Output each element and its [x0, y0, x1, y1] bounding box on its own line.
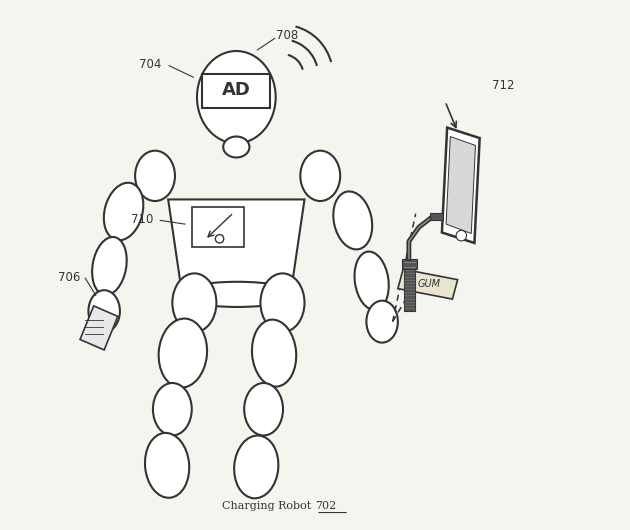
- Polygon shape: [446, 137, 476, 234]
- Ellipse shape: [88, 290, 120, 332]
- Ellipse shape: [92, 237, 127, 295]
- Ellipse shape: [355, 252, 389, 310]
- Ellipse shape: [244, 383, 283, 436]
- Ellipse shape: [104, 183, 144, 240]
- Ellipse shape: [153, 383, 192, 436]
- Ellipse shape: [223, 137, 249, 157]
- Circle shape: [215, 235, 224, 243]
- Text: 708: 708: [276, 29, 298, 42]
- Polygon shape: [168, 199, 304, 289]
- Polygon shape: [398, 269, 457, 299]
- Ellipse shape: [333, 191, 372, 250]
- Ellipse shape: [173, 273, 216, 332]
- Text: 704: 704: [139, 58, 162, 71]
- Ellipse shape: [197, 51, 276, 143]
- Bar: [202, 74, 270, 108]
- Bar: [402, 259, 416, 269]
- Text: Charging Robot: Charging Robot: [222, 501, 315, 511]
- Ellipse shape: [145, 433, 189, 498]
- Text: 702: 702: [315, 501, 336, 511]
- Text: 712: 712: [492, 79, 515, 92]
- Bar: [404, 269, 415, 311]
- Ellipse shape: [177, 282, 298, 307]
- Bar: [430, 213, 443, 220]
- Text: AD: AD: [222, 82, 251, 99]
- Polygon shape: [80, 306, 118, 350]
- Text: GUM: GUM: [418, 279, 441, 289]
- Ellipse shape: [135, 151, 175, 201]
- Text: 706: 706: [58, 270, 80, 284]
- Ellipse shape: [260, 273, 304, 332]
- Ellipse shape: [234, 436, 278, 498]
- Bar: [192, 207, 244, 246]
- Ellipse shape: [367, 301, 398, 342]
- Ellipse shape: [252, 320, 296, 386]
- Circle shape: [456, 231, 467, 241]
- Text: 710: 710: [131, 213, 154, 226]
- Ellipse shape: [301, 151, 340, 201]
- Ellipse shape: [159, 319, 207, 387]
- Polygon shape: [442, 128, 479, 243]
